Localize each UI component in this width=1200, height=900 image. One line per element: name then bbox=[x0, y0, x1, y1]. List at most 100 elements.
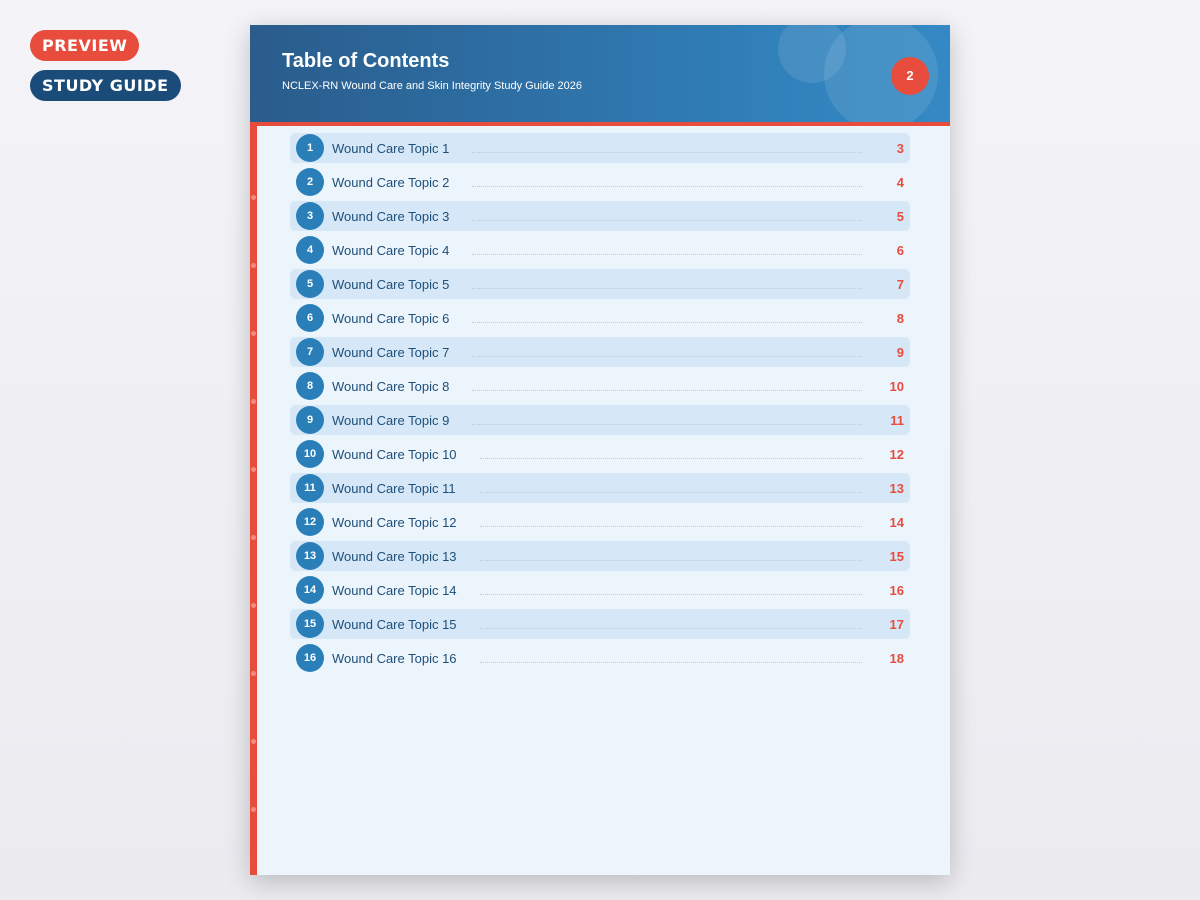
page-subtitle: NCLEX-RN Wound Care and Skin Integrity S… bbox=[282, 80, 583, 92]
toc-entry[interactable]: 3 Wound Care Topic 3 5 bbox=[290, 201, 910, 231]
entry-title: Wound Care Topic 10 bbox=[332, 447, 457, 462]
dot-leader bbox=[472, 356, 862, 357]
entry-page-number: 3 bbox=[896, 141, 904, 156]
entry-page-number: 11 bbox=[890, 413, 904, 428]
toc-entry[interactable]: 7 Wound Care Topic 7 9 bbox=[290, 337, 910, 367]
binding-strip bbox=[250, 126, 257, 875]
dot-leader bbox=[480, 458, 862, 459]
decorative-circle bbox=[778, 25, 846, 83]
entry-number: 13 bbox=[296, 542, 324, 570]
toc-entry[interactable]: 12 Wound Care Topic 12 14 bbox=[290, 507, 910, 537]
entry-number: 2 bbox=[296, 168, 324, 196]
entry-number: 12 bbox=[296, 508, 324, 536]
toc-entry[interactable]: 8 Wound Care Topic 8 10 bbox=[290, 371, 910, 401]
entry-number: 16 bbox=[296, 644, 324, 672]
entry-page-number: 13 bbox=[889, 481, 904, 496]
entry-page-number: 5 bbox=[896, 209, 904, 224]
binding-hole bbox=[251, 807, 256, 812]
entry-title: Wound Care Topic 6 bbox=[332, 311, 450, 326]
toc-entry[interactable]: 5 Wound Care Topic 5 7 bbox=[290, 269, 910, 299]
entry-number: 4 bbox=[296, 236, 324, 264]
binding-hole bbox=[251, 671, 256, 676]
entry-number: 5 bbox=[296, 270, 324, 298]
entry-title: Wound Care Topic 4 bbox=[332, 243, 450, 258]
toc-entry[interactable]: 6 Wound Care Topic 6 8 bbox=[290, 303, 910, 333]
toc-entry[interactable]: 1 Wound Care Topic 1 3 bbox=[290, 133, 910, 163]
preview-badge: PREVIEW bbox=[30, 30, 140, 61]
entry-number: 10 bbox=[296, 440, 324, 468]
study-guide-badge: STUDY GUIDE bbox=[30, 70, 181, 101]
entry-title: Wound Care Topic 3 bbox=[332, 209, 450, 224]
binding-hole bbox=[251, 399, 256, 404]
dot-leader bbox=[480, 662, 862, 663]
entry-number: 11 bbox=[296, 474, 324, 502]
binding-hole bbox=[251, 263, 256, 268]
entry-title: Wound Care Topic 15 bbox=[332, 617, 457, 632]
entry-title: Wound Care Topic 1 bbox=[332, 141, 450, 156]
entry-page-number: 7 bbox=[896, 277, 904, 292]
binding-hole bbox=[251, 195, 256, 200]
entry-number: 15 bbox=[296, 610, 324, 638]
entry-title: Wound Care Topic 12 bbox=[332, 515, 457, 530]
toc-entry[interactable]: 9 Wound Care Topic 9 11 bbox=[290, 405, 910, 435]
toc-entry[interactable]: 2 Wound Care Topic 2 4 bbox=[290, 167, 910, 197]
entry-page-number: 17 bbox=[889, 617, 904, 632]
entry-number: 3 bbox=[296, 202, 324, 230]
toc-entry[interactable]: 16 Wound Care Topic 16 18 bbox=[290, 643, 910, 673]
dot-leader bbox=[480, 628, 862, 629]
dot-leader bbox=[472, 424, 862, 425]
entry-title: Wound Care Topic 5 bbox=[332, 277, 450, 292]
dot-leader bbox=[480, 594, 862, 595]
dot-leader bbox=[480, 492, 862, 493]
toc-entry[interactable]: 14 Wound Care Topic 14 16 bbox=[290, 575, 910, 605]
dot-leader bbox=[472, 254, 862, 255]
entry-title: Wound Care Topic 11 bbox=[332, 481, 456, 496]
binding-hole bbox=[251, 331, 256, 336]
page-number-badge: 2 bbox=[891, 57, 929, 95]
binding-hole bbox=[251, 467, 256, 472]
dot-leader bbox=[472, 288, 862, 289]
binding-hole bbox=[251, 603, 256, 608]
entry-page-number: 10 bbox=[889, 379, 904, 394]
entry-number: 9 bbox=[296, 406, 324, 434]
entry-page-number: 6 bbox=[896, 243, 904, 258]
entry-number: 7 bbox=[296, 338, 324, 366]
entry-number: 14 bbox=[296, 576, 324, 604]
toc-entry[interactable]: 11 Wound Care Topic 11 13 bbox=[290, 473, 910, 503]
toc-entry[interactable]: 4 Wound Care Topic 4 6 bbox=[290, 235, 910, 265]
binding-hole bbox=[251, 535, 256, 540]
entry-title: Wound Care Topic 14 bbox=[332, 583, 457, 598]
toc-list: 1 Wound Care Topic 1 3 2 Wound Care Topic… bbox=[290, 133, 910, 677]
dot-leader bbox=[472, 390, 862, 391]
entry-title: Wound Care Topic 7 bbox=[332, 345, 450, 360]
dot-leader bbox=[472, 322, 862, 323]
page-header: Table of Contents NCLEX-RN Wound Care an… bbox=[250, 25, 950, 126]
entry-page-number: 18 bbox=[889, 651, 904, 666]
entry-page-number: 12 bbox=[889, 447, 904, 462]
entry-page-number: 9 bbox=[896, 345, 904, 360]
entry-number: 8 bbox=[296, 372, 324, 400]
entry-number: 1 bbox=[296, 134, 324, 162]
entry-page-number: 14 bbox=[889, 515, 904, 530]
binding-hole bbox=[251, 739, 256, 744]
entry-page-number: 4 bbox=[896, 175, 904, 190]
toc-entry[interactable]: 13 Wound Care Topic 13 15 bbox=[290, 541, 910, 571]
entry-page-number: 8 bbox=[896, 311, 904, 326]
page-title: Table of Contents bbox=[282, 50, 450, 72]
entry-number: 6 bbox=[296, 304, 324, 332]
entry-title: Wound Care Topic 9 bbox=[332, 413, 450, 428]
entry-title: Wound Care Topic 8 bbox=[332, 379, 450, 394]
toc-entry[interactable]: 10 Wound Care Topic 10 12 bbox=[290, 439, 910, 469]
dot-leader bbox=[480, 526, 862, 527]
dot-leader bbox=[472, 186, 862, 187]
document-page: Table of Contents NCLEX-RN Wound Care an… bbox=[250, 25, 950, 875]
entry-title: Wound Care Topic 16 bbox=[332, 651, 457, 666]
entry-title: Wound Care Topic 13 bbox=[332, 549, 457, 564]
toc-entry[interactable]: 15 Wound Care Topic 15 17 bbox=[290, 609, 910, 639]
dot-leader bbox=[480, 560, 862, 561]
dot-leader bbox=[472, 152, 862, 153]
entry-page-number: 15 bbox=[889, 549, 904, 564]
entry-page-number: 16 bbox=[889, 583, 904, 598]
dot-leader bbox=[472, 220, 862, 221]
entry-title: Wound Care Topic 2 bbox=[332, 175, 450, 190]
